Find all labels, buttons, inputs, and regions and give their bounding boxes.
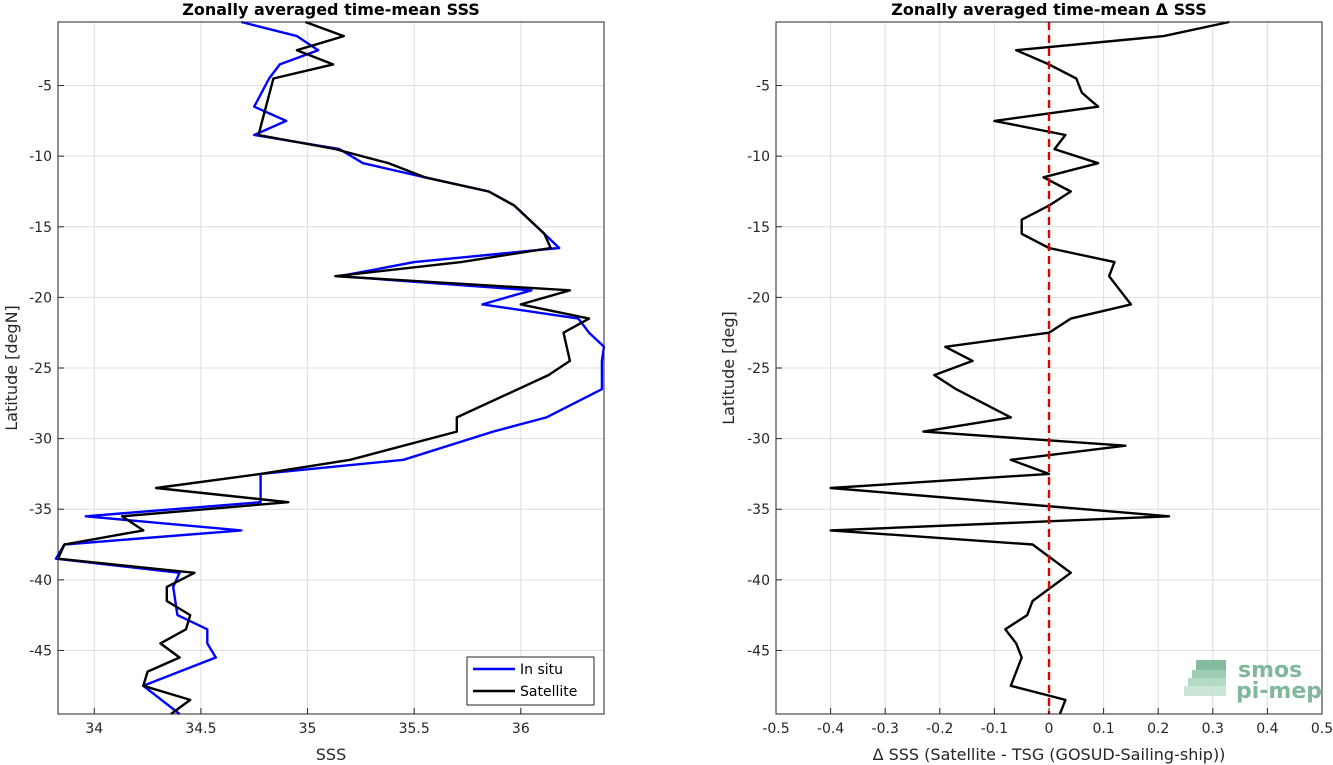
sss-y-tick-label: -30 [29,432,52,448]
sss-y-tick-label: -40 [29,573,52,589]
sss-y-tick-label: -10 [29,149,52,165]
sss-chart-title: Zonally averaged time-mean SSS [182,0,480,19]
delta-y-axis-label: Latitude [deg] [719,311,738,425]
delta-x-tick-label: 0.4 [1256,721,1278,737]
legend: In situ Satellite [466,656,595,706]
delta-x-tick-label: 0.2 [1147,721,1169,737]
delta-chart-title: Zonally averaged time-mean Δ SSS [891,0,1207,19]
sss-y-tick-label: -20 [29,290,52,306]
legend-label-satellite: Satellite [520,684,577,700]
delta-x-tick-label: 0.5 [1311,721,1333,737]
sss-series-line-satellite [56,20,591,715]
sss-y-tick-label: -15 [29,220,52,236]
sss-panel: 34 34.5 35 35.5 36 -5 -10 -15 -20 -25 -30 -35 -40 -45… [2,0,606,764]
sss-series-lines [54,20,606,715]
sss-y-axis-label: Latitude [degN] [2,305,21,431]
sss-x-axis-label: SSS [316,745,346,764]
sss-ticks: 34 34.5 35 35.5 36 -5 -10 -15 -20 -25 -30 -35 -40 -45 [29,79,530,737]
delta-y-tick-label: -10 [747,149,770,165]
delta-x-tick-label: -0.4 [817,721,844,737]
sss-x-tick-label: 34.5 [185,721,216,737]
smos-pi-mep-logo: smos pi-mep [1184,658,1322,704]
sss-y-tick-label: -5 [38,79,52,95]
delta-series-lines [829,20,1230,715]
delta-x-tick-label: 0 [1045,721,1054,737]
sss-grid [58,22,604,714]
delta-x-tick-label: -0.1 [981,721,1008,737]
logo-wave-icon [1184,660,1226,696]
delta-x-tick-label: -0.5 [762,721,789,737]
delta-y-tick-label: -45 [747,643,770,659]
sss-y-tick-label: -35 [29,502,52,518]
sss-y-tick-label: -25 [29,361,52,377]
logo-text-pi-mep: pi-mep [1236,679,1322,704]
delta-y-tick-label: -30 [747,432,770,448]
delta-x-tick-label: -0.2 [926,721,953,737]
sss-x-tick-label: 35.5 [399,721,430,737]
legend-label-in-situ: In situ [520,662,563,678]
delta-y-tick-label: -5 [756,79,770,95]
sss-x-tick-label: 34 [85,721,103,737]
delta-y-tick-label: -20 [747,290,770,306]
delta-x-tick-label: 0.3 [1202,721,1224,737]
sss-x-tick-label: 36 [512,721,530,737]
delta-y-tick-label: -25 [747,361,770,377]
delta-series-line-delta [829,20,1230,715]
delta-x-axis-label: Δ SSS (Satellite - TSG (GOSUD-Sailing-sh… [873,745,1226,764]
delta-y-tick-label: -40 [747,573,770,589]
delta-x-tick-label: -0.3 [872,721,899,737]
legend-box [466,656,595,706]
delta-y-tick-label: -35 [747,502,770,518]
delta-ticks: -0.5 -0.4 -0.3 -0.2 -0.1 0 0.1 0.2 0.3 0.4 0.5 -5 -1… [747,79,1333,737]
sss-y-tick-label: -45 [29,643,52,659]
delta-y-tick-label: -15 [747,220,770,236]
delta-x-tick-label: 0.1 [1092,721,1114,737]
logo-text-smos: smos [1238,658,1302,683]
delta-sss-panel: -0.5 -0.4 -0.3 -0.2 -0.1 0 0.1 0.2 0.3 0.4 0.5 -5 -1… [719,0,1333,764]
sss-x-tick-label: 35 [299,721,317,737]
